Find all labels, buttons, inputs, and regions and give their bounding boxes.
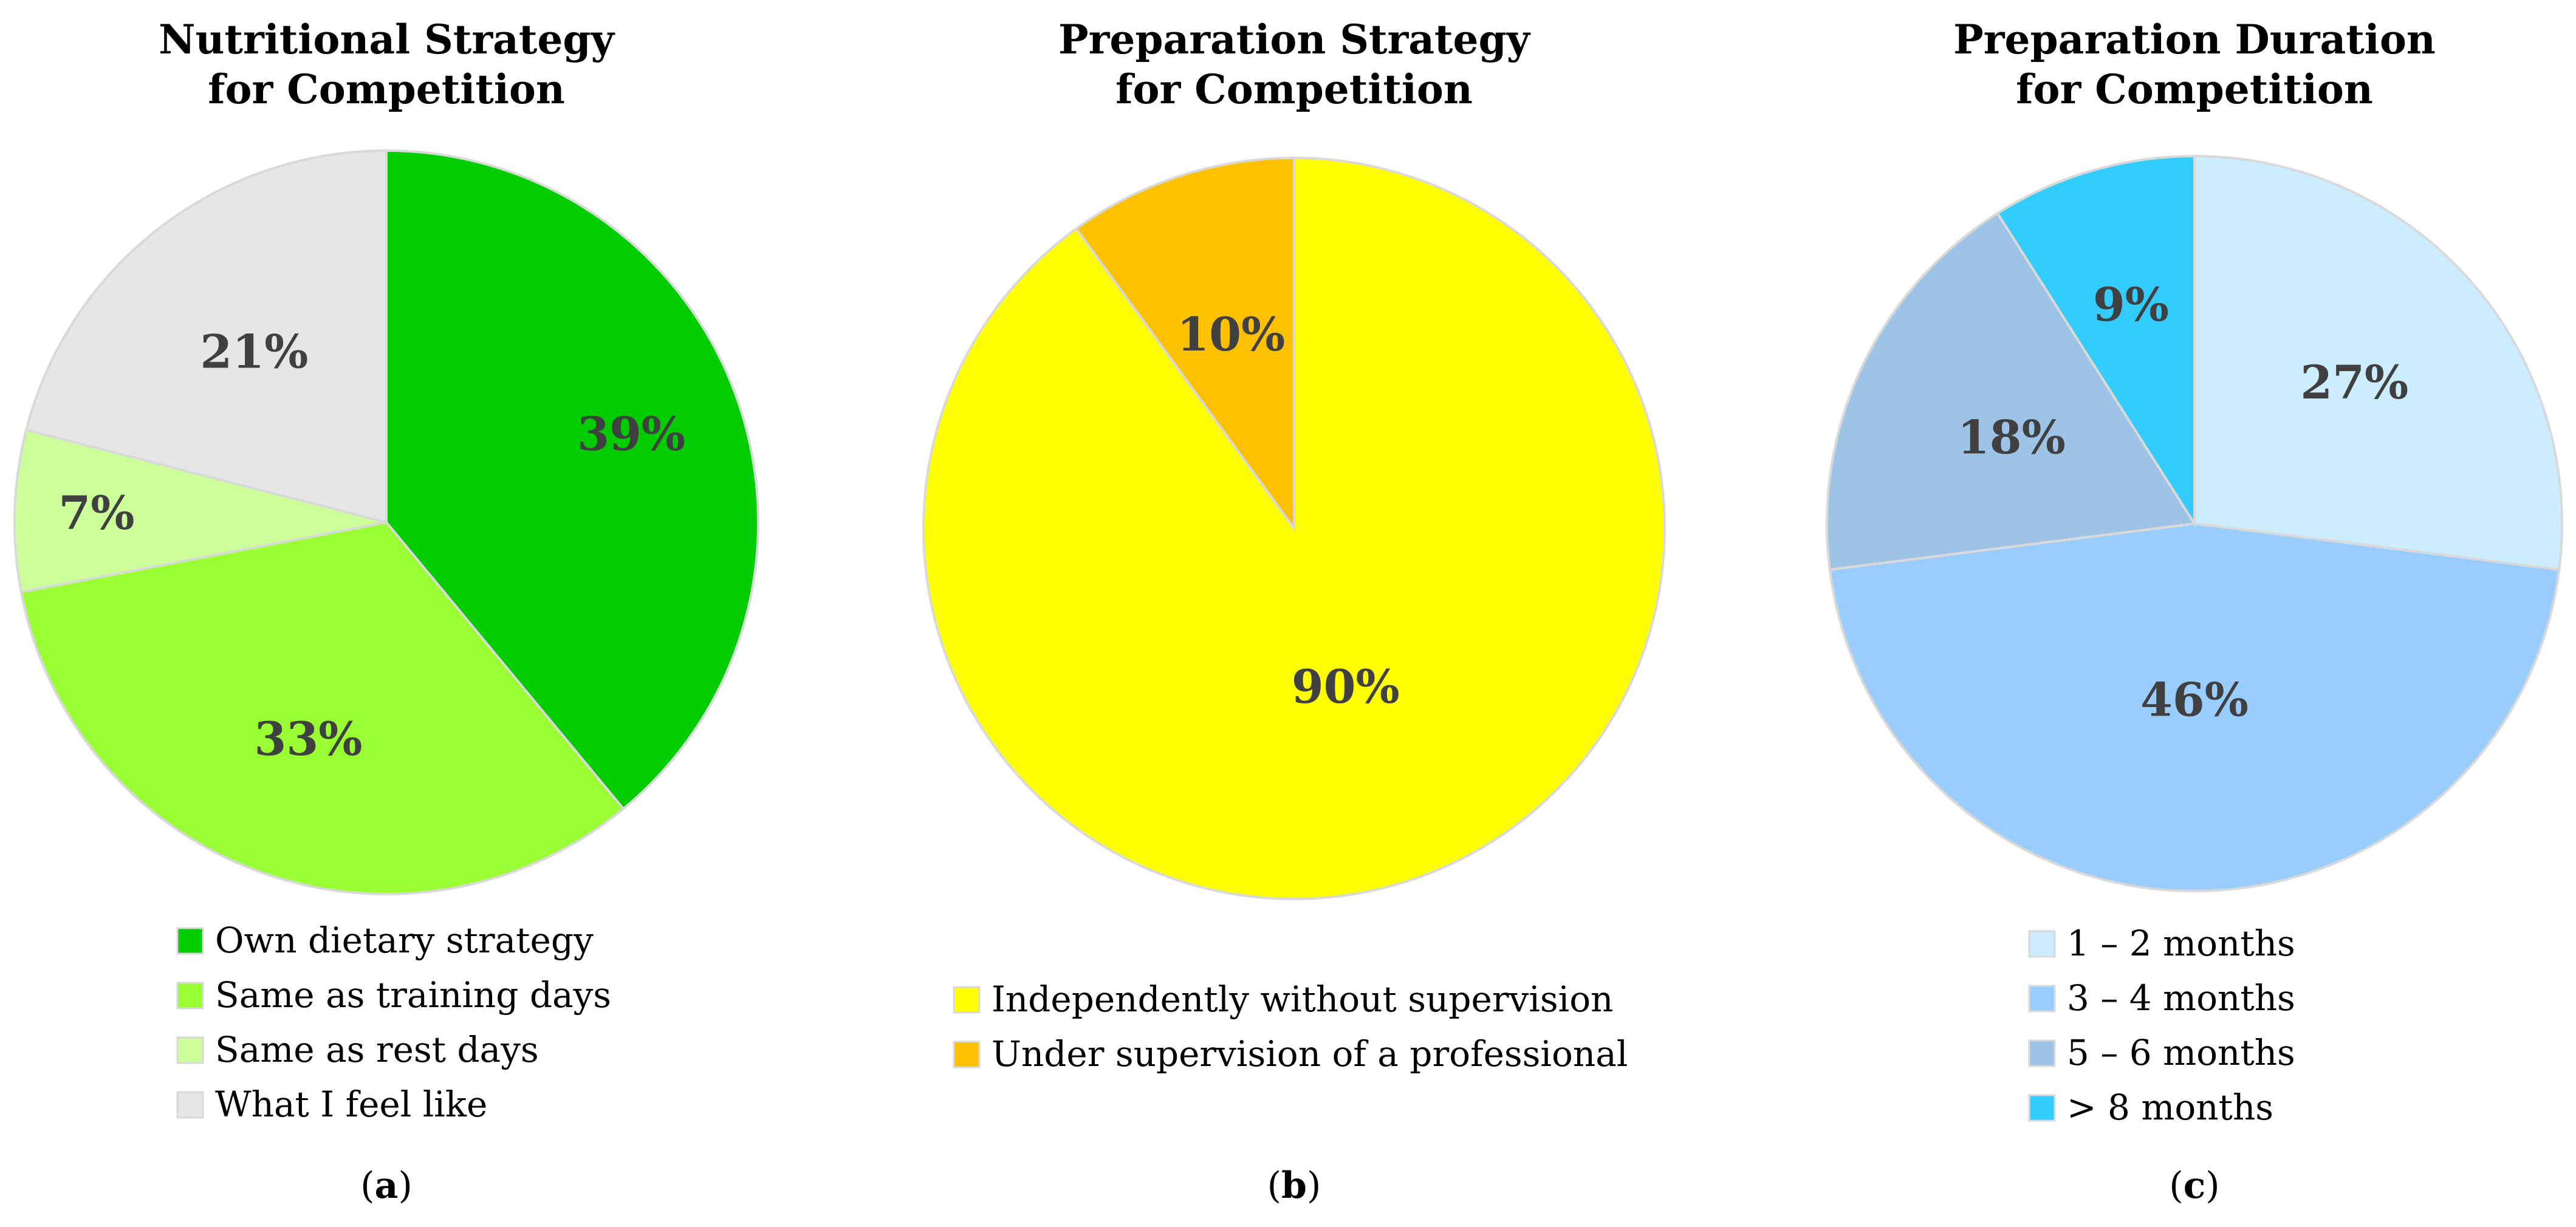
legend-swatch	[953, 986, 981, 1014]
legend-entry: Same as training days	[215, 974, 611, 1016]
chart-title-line: Preparation Duration	[1953, 16, 2436, 63]
slice-value-label: 46%	[2140, 672, 2249, 726]
pie-slice	[1996, 154, 2196, 528]
pie-slice	[24, 149, 388, 524]
legend-entry: Own dietary strategy	[215, 920, 594, 961]
legend-swatch	[2028, 1094, 2056, 1122]
legend-entry: Same as rest days	[215, 1029, 539, 1070]
pie-slice	[1074, 156, 1295, 533]
slice-value-label: 9%	[2093, 278, 2169, 332]
slice-value-label: 10%	[1177, 307, 1285, 361]
legend-entry: 3 – 4 months	[2067, 977, 2295, 1019]
pie-slice	[1828, 522, 2561, 893]
legend-entry: What I feel like	[215, 1084, 487, 1125]
pie-slice	[1826, 211, 2197, 572]
panel-label: (c)	[2169, 1164, 2219, 1207]
legend-swatch	[2028, 930, 2056, 958]
legend-swatch	[176, 927, 204, 955]
slice-value-label: 90%	[1292, 660, 1400, 714]
slice-value-label: 21%	[200, 325, 308, 379]
legend-entry: Independently without supervision	[992, 979, 1613, 1020]
chart-title-line: Nutritional Strategy	[159, 16, 615, 63]
legend-swatch	[953, 1041, 981, 1068]
chart-title-line: for Competition	[2016, 66, 2373, 113]
legend-swatch	[176, 982, 204, 1010]
slice-value-label: 27%	[2300, 355, 2408, 409]
panel-label: (a)	[360, 1164, 413, 1207]
legend-swatch	[176, 1036, 204, 1064]
legend-entry: 1 – 2 months	[2067, 923, 2295, 964]
legend-swatch	[2028, 985, 2056, 1013]
legend-swatch	[2028, 1039, 2056, 1067]
chart-title-line: for Competition	[1115, 66, 1473, 113]
pie-slice	[19, 521, 625, 895]
legend-swatch	[176, 1091, 204, 1119]
chart-title-line: Preparation Strategy	[1058, 16, 1531, 63]
slice-value-label: 39%	[577, 407, 685, 461]
slice-value-label: 18%	[1958, 410, 2066, 464]
legend-entry: 5 – 6 months	[2067, 1032, 2295, 1073]
slice-value-label: 33%	[255, 712, 363, 766]
pie-slice	[385, 149, 759, 811]
pie-slice	[13, 428, 387, 594]
slice-value-label: 7%	[58, 486, 134, 540]
legend-entry: Under supervision of a professional	[992, 1033, 1628, 1075]
legend-entry: > 8 months	[2067, 1087, 2273, 1128]
pie-slice	[2193, 154, 2563, 572]
panel-label: (b)	[1267, 1164, 1321, 1207]
chart-title-line: for Competition	[208, 66, 565, 113]
